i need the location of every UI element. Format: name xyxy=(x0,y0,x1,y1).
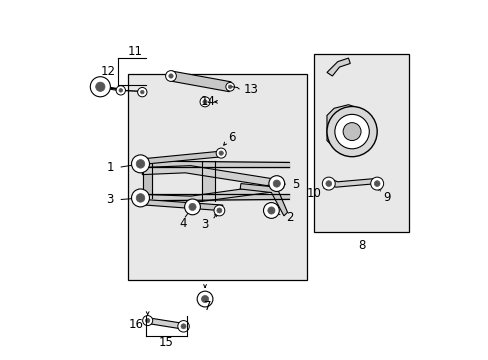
Circle shape xyxy=(90,77,110,97)
Polygon shape xyxy=(326,105,362,153)
Circle shape xyxy=(219,151,223,155)
Circle shape xyxy=(273,180,280,187)
Circle shape xyxy=(203,100,207,104)
Text: 1: 1 xyxy=(106,161,114,174)
Text: 15: 15 xyxy=(159,336,174,349)
Circle shape xyxy=(188,203,196,211)
Circle shape xyxy=(343,123,360,140)
Circle shape xyxy=(96,82,105,91)
Circle shape xyxy=(201,296,208,303)
Text: 14: 14 xyxy=(201,95,215,108)
Polygon shape xyxy=(240,184,287,216)
Polygon shape xyxy=(145,151,223,164)
Polygon shape xyxy=(170,71,231,92)
Text: 16: 16 xyxy=(129,318,144,331)
Polygon shape xyxy=(142,166,284,187)
Circle shape xyxy=(184,199,200,215)
Text: 9: 9 xyxy=(383,192,390,204)
Circle shape xyxy=(217,208,222,213)
Circle shape xyxy=(322,177,335,190)
Circle shape xyxy=(334,114,368,149)
Circle shape xyxy=(267,207,274,214)
Text: 12: 12 xyxy=(100,65,115,78)
Text: 7: 7 xyxy=(203,300,211,313)
Bar xyxy=(128,74,306,280)
Circle shape xyxy=(178,320,189,332)
Polygon shape xyxy=(145,200,223,211)
Circle shape xyxy=(200,97,210,107)
Text: 4: 4 xyxy=(180,217,187,230)
Circle shape xyxy=(136,194,144,202)
Text: 6: 6 xyxy=(228,131,235,144)
Circle shape xyxy=(228,85,231,89)
Circle shape xyxy=(119,89,122,92)
Circle shape xyxy=(263,203,279,219)
Text: 5: 5 xyxy=(291,178,299,191)
Circle shape xyxy=(136,159,144,168)
Polygon shape xyxy=(142,184,284,203)
Bar xyxy=(314,54,408,232)
Circle shape xyxy=(373,181,379,186)
Text: 2: 2 xyxy=(285,211,293,224)
Circle shape xyxy=(131,155,149,173)
Polygon shape xyxy=(326,58,349,76)
Circle shape xyxy=(137,87,147,97)
Circle shape xyxy=(370,177,383,190)
Circle shape xyxy=(325,181,331,186)
Circle shape xyxy=(116,86,125,95)
Circle shape xyxy=(168,74,173,78)
Text: 8: 8 xyxy=(358,239,365,252)
Polygon shape xyxy=(326,178,378,187)
Circle shape xyxy=(142,316,152,325)
Text: 3: 3 xyxy=(201,218,208,231)
Circle shape xyxy=(216,148,226,158)
Text: 11: 11 xyxy=(128,45,143,58)
Text: 10: 10 xyxy=(306,187,321,200)
Text: 13: 13 xyxy=(243,83,258,96)
Polygon shape xyxy=(147,318,183,329)
Circle shape xyxy=(145,319,149,323)
Circle shape xyxy=(268,176,284,192)
Circle shape xyxy=(140,90,144,94)
Circle shape xyxy=(225,82,234,91)
Circle shape xyxy=(214,205,224,216)
Circle shape xyxy=(326,107,376,157)
Circle shape xyxy=(165,71,176,81)
Text: 3: 3 xyxy=(106,193,114,206)
Circle shape xyxy=(181,324,185,329)
Circle shape xyxy=(131,189,149,207)
Circle shape xyxy=(197,291,212,307)
